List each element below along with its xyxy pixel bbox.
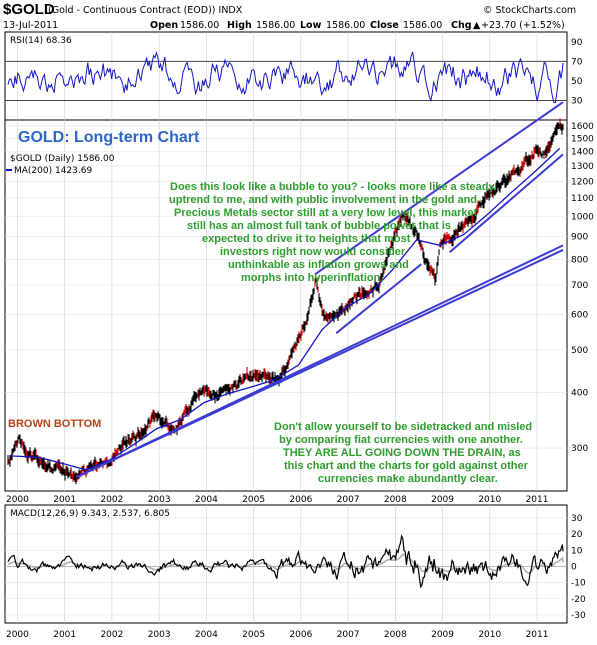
close-label: Close — [370, 20, 399, 31]
annotation-drain: Don't allow yourself to be sidetracked a… — [274, 421, 532, 485]
annotation-line: investors right now would consider — [220, 246, 406, 258]
price-layer — [7, 101, 564, 485]
annotation-bubble: Does this look like a bubble to you? - l… — [169, 181, 495, 284]
axis-layer: 2000200020012001200220022003200320042004… — [6, 38, 594, 640]
annotation-line: this chart and the charts for gold again… — [284, 460, 529, 472]
y-tick-label: 600 — [571, 311, 588, 321]
y-tick-label: 70 — [571, 57, 583, 67]
y-tick-label: -30 — [571, 611, 586, 621]
y-tick-label: 50 — [571, 77, 583, 87]
y-tick-label: 700 — [571, 281, 588, 291]
y-tick-label: -10 — [571, 579, 586, 589]
x-tick-label: 2009 — [431, 495, 454, 505]
x-tick-label: 2006 — [289, 630, 312, 640]
y-tick-label: 0 — [571, 562, 577, 572]
brown-bottom-label: BROWN BOTTOM — [8, 418, 101, 430]
trend-line — [448, 153, 564, 253]
y-tick-label: 1200 — [571, 177, 594, 187]
open-label: Open — [150, 20, 178, 31]
macd-line — [7, 534, 564, 589]
x-tick-label: 2008 — [384, 495, 407, 505]
trend-line — [76, 244, 564, 478]
x-tick-label: 2009 — [431, 630, 454, 640]
rsi-layer — [7, 51, 564, 104]
y-tick-label: 800 — [571, 255, 588, 265]
ma-legend: MA(200) 1423.69 — [14, 166, 92, 176]
chart-title: GOLD: Long-term Chart — [18, 129, 200, 146]
y-tick-label: 1600 — [571, 122, 594, 132]
annotation-line: by comparing fiat currencies with one an… — [279, 434, 523, 446]
x-tick-label: 2008 — [384, 630, 407, 640]
y-tick-label: 10 — [571, 546, 583, 556]
x-tick-label: 2001 — [53, 495, 76, 505]
copyright: © StockCharts.com — [483, 5, 576, 16]
y-tick-label: 900 — [571, 233, 588, 243]
symbol-title: $GOLD — [3, 1, 55, 18]
rsi-legend: RSI(14) 68.36 — [10, 36, 72, 46]
x-tick-label: 2010 — [478, 495, 501, 505]
annotation-line: morphs into hyperinflation. — [241, 272, 383, 284]
y-tick-label: 400 — [571, 389, 588, 399]
annotation-line: Precious Metals sector still at a very l… — [174, 207, 478, 219]
trend-line — [314, 101, 564, 276]
x-tick-label: 2007 — [337, 495, 360, 505]
y-tick-label: 500 — [571, 346, 588, 356]
symbol-description: (Gold - Continuous Contract (EOD)) INDX — [48, 5, 243, 16]
x-tick-label: 2006 — [289, 495, 312, 505]
x-tick-label: 2005 — [242, 495, 265, 505]
y-tick-label: 300 — [571, 444, 588, 454]
rsi-line — [7, 51, 564, 104]
annotation-line: currencies make abundantly clear. — [318, 473, 498, 485]
y-tick-label: 30 — [571, 514, 583, 524]
high-label: High — [227, 20, 252, 31]
annotation-line: uptrend to me, and with public involveme… — [169, 194, 477, 206]
y-tick-label: 30 — [571, 96, 583, 106]
annotation-line: Does this look like a bubble to you? - l… — [170, 181, 495, 193]
x-tick-label: 2003 — [148, 495, 171, 505]
x-tick-label: 2002 — [100, 630, 123, 640]
price-legend: $GOLD (Daily) 1586.00 — [10, 154, 115, 164]
x-tick-label: 2011 — [526, 630, 549, 640]
x-tick-label: 2000 — [6, 630, 29, 640]
x-tick-label: 2000 — [6, 495, 29, 505]
y-tick-label: 1400 — [571, 148, 594, 158]
macd-layer — [5, 534, 567, 589]
chg-value: +23.70 (+1.52%) — [481, 20, 565, 31]
x-tick-label: 2010 — [478, 630, 501, 640]
y-tick-label: 1500 — [571, 134, 594, 144]
ma200-line — [10, 147, 561, 471]
annotation-line: THEY ARE ALL GOING DOWN THE DRAIN, as — [283, 447, 521, 459]
x-tick-label: 2001 — [53, 630, 76, 640]
annotation-line: still has an almost full tank of bubble … — [187, 220, 451, 232]
low-label: Low — [300, 20, 322, 31]
x-tick-label: 2005 — [242, 630, 265, 640]
y-tick-label: 20 — [571, 530, 583, 540]
y-tick-label: 1100 — [571, 194, 594, 204]
chg-arrow: ▲ — [473, 20, 481, 31]
y-tick-label: 1000 — [571, 212, 594, 222]
close-value: 1586.00 — [403, 20, 442, 31]
x-tick-label: 2007 — [337, 630, 360, 640]
annotation-line: unthinkable as inflation grows and — [228, 259, 409, 271]
x-tick-label: 2011 — [526, 495, 549, 505]
y-tick-label: -20 — [571, 595, 586, 605]
x-tick-label: 2003 — [148, 630, 171, 640]
low-value: 1586.00 — [326, 20, 365, 31]
x-tick-label: 2004 — [195, 630, 218, 640]
macd-legend: MACD(12,26,9) 9.343, 2.537, 6.805 — [10, 509, 170, 519]
chg-label: Chg — [451, 20, 472, 31]
annotation-line: Don't allow yourself to be sidetracked a… — [274, 421, 532, 433]
high-value: 1586.00 — [256, 20, 295, 31]
y-tick-label: 90 — [571, 38, 583, 48]
x-tick-label: 2004 — [195, 495, 218, 505]
price-panel — [4, 119, 568, 492]
x-tick-label: 2002 — [100, 495, 123, 505]
open-value: 1586.00 — [180, 20, 219, 31]
y-tick-label: 1300 — [571, 162, 594, 172]
trend-line — [335, 263, 422, 334]
annotation-line: expected to drive it to heights that mos… — [202, 233, 411, 245]
header-date: 13-Jul-2011 — [3, 20, 58, 31]
